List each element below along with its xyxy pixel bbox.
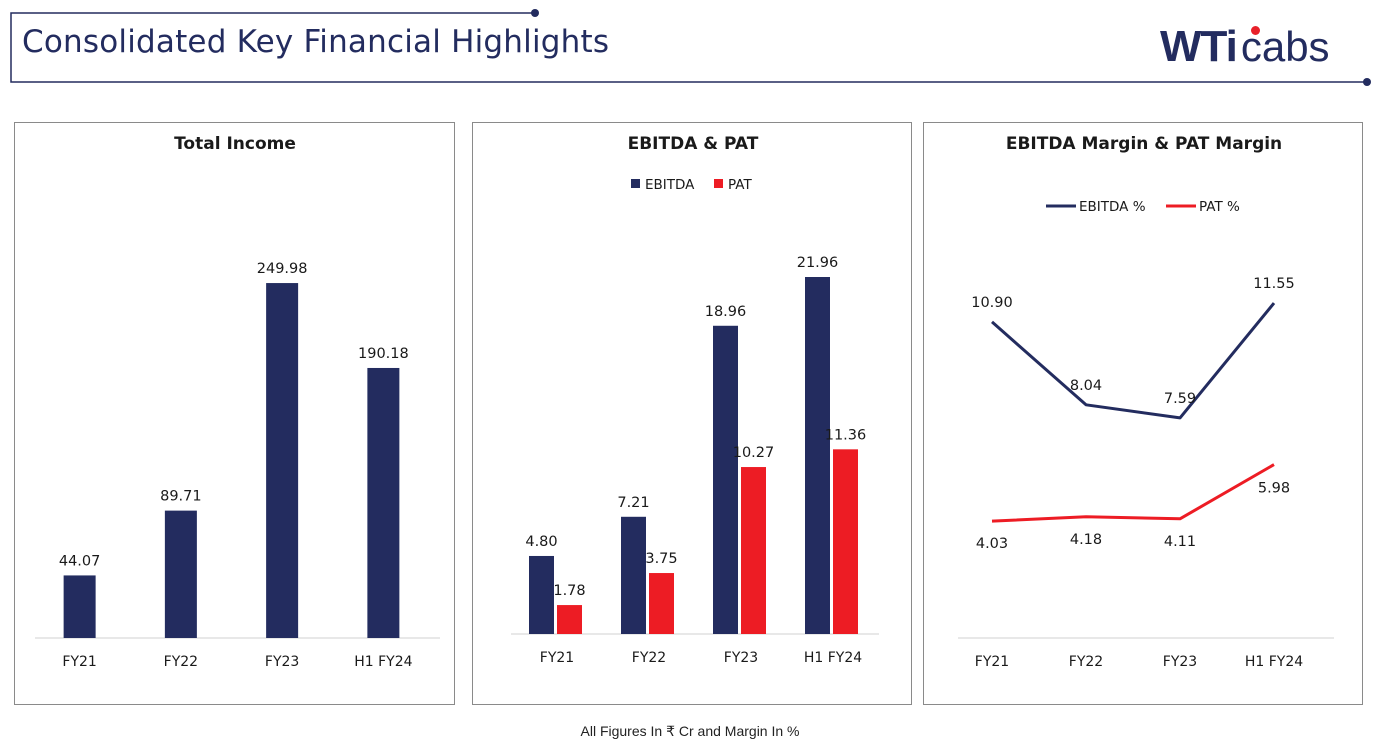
data-label: 8.04	[1070, 378, 1102, 394]
total-income-chart: Total Income 44.07 FY21 89.71 FY22 249.98 FY23…	[35, 134, 440, 670]
data-label: 4.18	[1070, 532, 1102, 548]
x-tick-label: FY21	[540, 650, 574, 666]
data-label: 5.98	[1258, 481, 1290, 497]
x-tick-label: H1 FY24	[804, 650, 862, 666]
x-tick-label: FY23	[724, 650, 758, 666]
bar-pat	[649, 573, 674, 634]
data-label: 11.55	[1253, 276, 1295, 292]
data-label: 10.90	[971, 295, 1013, 311]
bar-pat	[557, 605, 582, 634]
bar-total-income	[164, 510, 197, 638]
series-line-pat-pct	[991, 463, 1275, 523]
x-tick-label: H1 FY24	[1245, 654, 1303, 670]
data-label: 44.07	[59, 553, 101, 569]
ebitda-pat-panel: EBITDA & PAT EBITDA PAT 4.80 1.78 FY21 7.21 3.7…	[472, 122, 912, 705]
x-tick-label: FY22	[632, 650, 666, 666]
legend-swatch-ebitda	[631, 179, 640, 188]
header-frame-dot-right	[1363, 78, 1371, 86]
header-frame-line	[10, 12, 1367, 83]
data-label: 249.98	[257, 261, 308, 277]
header-frame-dot-top	[531, 9, 539, 17]
chart-title: Total Income	[174, 134, 296, 154]
chart-title: EBITDA Margin & PAT Margin	[1006, 134, 1282, 154]
data-label: 10.27	[733, 445, 775, 461]
data-label: 7.59	[1164, 391, 1196, 407]
x-tick-label: FY23	[265, 654, 299, 670]
x-tick-label: FY22	[164, 654, 198, 670]
ebitda-pat-chart: EBITDA & PAT EBITDA PAT 4.80 1.78 FY21 7.21 3.7…	[511, 134, 879, 666]
legend-label-ebitda: EBITDA	[645, 177, 695, 193]
logo-wti-text: WTi	[1160, 22, 1238, 71]
bar-ebitda	[713, 325, 738, 634]
footnote: All Figures In ₹ Cr and Margin In %	[580, 723, 800, 739]
data-label: 3.75	[645, 551, 677, 567]
bar-total-income	[367, 367, 400, 638]
company-logo: WTicabs	[1160, 22, 1330, 72]
legend-swatch-pat	[714, 179, 723, 188]
data-label: 1.78	[553, 583, 585, 599]
data-label: 7.21	[617, 495, 649, 511]
bar-ebitda	[805, 277, 830, 634]
bar-pat	[741, 467, 766, 634]
data-label: 89.71	[160, 489, 202, 505]
data-label: 4.80	[525, 534, 557, 550]
bar-total-income	[266, 283, 299, 638]
legend-label-pat-pct: PAT %	[1199, 199, 1240, 215]
bar-pat	[833, 449, 858, 634]
x-tick-label: FY22	[1069, 654, 1103, 670]
data-label: 21.96	[797, 255, 839, 271]
series-line-ebitda-pct	[991, 302, 1276, 420]
margin-panel: EBITDA Margin & PAT Margin EBITDA % PAT % 1…	[923, 122, 1363, 705]
page-title: Consolidated Key Financial Highlights	[22, 24, 610, 60]
data-label: 18.96	[705, 304, 747, 320]
bar-total-income	[63, 575, 96, 638]
legend-label-pat: PAT	[728, 177, 752, 193]
x-tick-label: H1 FY24	[354, 654, 412, 670]
bar-ebitda	[621, 516, 646, 634]
chart-title: EBITDA & PAT	[628, 134, 759, 154]
header-frame	[10, 9, 1371, 86]
data-label: 190.18	[358, 346, 409, 362]
bar-ebitda	[529, 555, 554, 634]
x-tick-label: FY21	[975, 654, 1009, 670]
margin-chart: EBITDA Margin & PAT Margin EBITDA % PAT % 1…	[958, 134, 1334, 670]
legend-label-ebitda-pct: EBITDA %	[1079, 199, 1146, 215]
data-label: 11.36	[825, 427, 867, 443]
data-label: 4.03	[976, 536, 1008, 552]
x-tick-label: FY21	[62, 654, 96, 670]
total-income-panel: Total Income 44.07 FY21 89.71 FY22 249.98 FY23…	[14, 122, 455, 705]
data-label: 4.11	[1164, 534, 1196, 550]
x-tick-label: FY23	[1163, 654, 1197, 670]
logo-dot-icon	[1251, 26, 1260, 35]
